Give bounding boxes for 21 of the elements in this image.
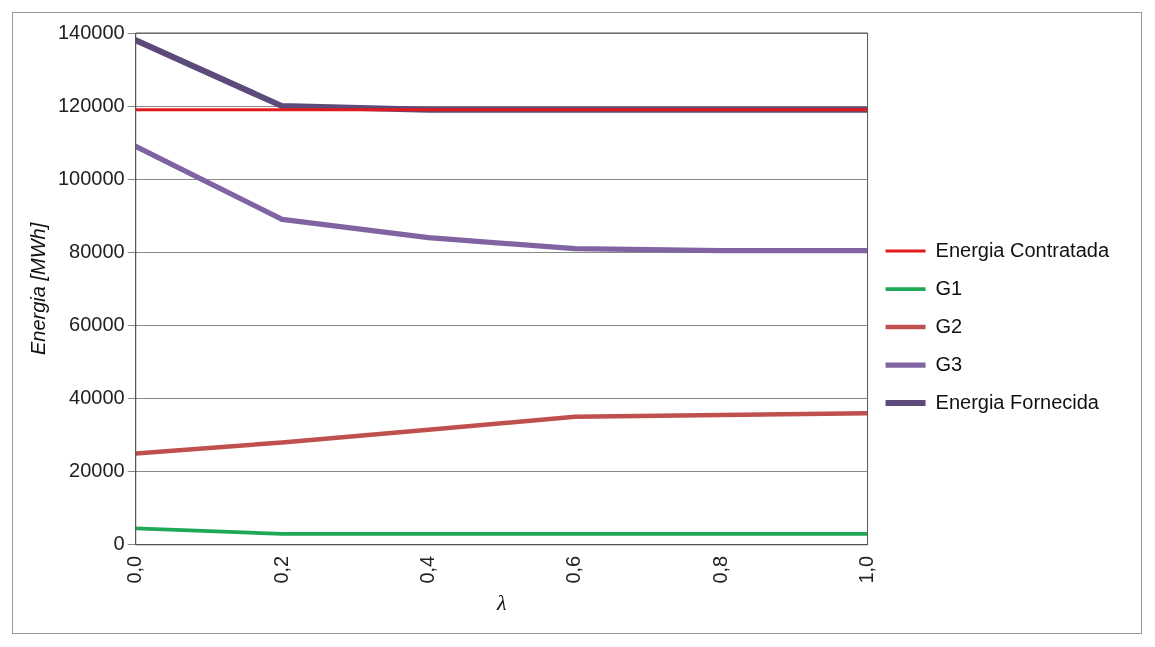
y-tick-label: 140000 (57, 20, 125, 43)
legend-label: G3 (935, 352, 963, 375)
x-axis-title: λ (495, 589, 507, 615)
legend-label: Energia Fornecida (935, 390, 1100, 413)
x-tick-label: 0,0 (123, 555, 146, 584)
y-tick-label: 120000 (57, 93, 125, 116)
x-tick-label: 0,6 (562, 555, 585, 584)
y-tick-label: 60000 (69, 312, 125, 335)
legend-label: G1 (935, 276, 963, 299)
y-tick-label: 80000 (69, 239, 125, 262)
y-tick-label: 40000 (69, 386, 125, 409)
x-tick-label: 0,4 (415, 555, 438, 584)
y-tick-label: 100000 (57, 166, 125, 189)
legend-label: G2 (935, 314, 963, 337)
x-tick-label: 1,0 (855, 555, 878, 584)
x-tick-label: 0,8 (708, 555, 731, 584)
y-tick-label: 20000 (69, 459, 125, 482)
y-axis-title: Energia [MWh] (26, 222, 49, 356)
legend-label: Energia Contratada (935, 238, 1110, 261)
y-tick-label: 0 (113, 532, 125, 555)
x-tick-label: 0,2 (269, 555, 292, 584)
